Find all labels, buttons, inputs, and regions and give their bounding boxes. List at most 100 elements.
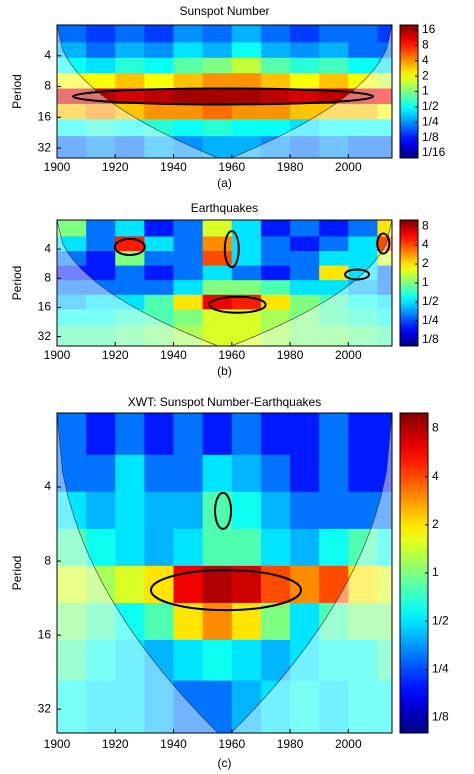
plot-frame [56, 24, 393, 159]
heatmap-cell [57, 680, 87, 733]
heatmap-cell [319, 236, 349, 252]
heatmap-cell [260, 119, 291, 137]
heatmap-cell [86, 103, 116, 120]
heatmap-cell [144, 454, 175, 493]
heatmap-cell [202, 680, 233, 733]
heatmap-cell [173, 280, 204, 296]
heatmap-cell [144, 220, 175, 237]
heatmap-cell [57, 42, 87, 59]
x-tick-label: 2000 [335, 348, 362, 362]
heatmap-cell [231, 413, 262, 456]
heatmap-cell [231, 265, 262, 281]
heatmap-cell [57, 265, 87, 281]
y-tick-label: 4 [44, 241, 51, 255]
heatmap-cell [377, 42, 392, 59]
heatmap-cell [290, 119, 320, 137]
heatmap-cell [377, 325, 392, 346]
heatmap-cell [144, 602, 175, 641]
heatmap-cell [202, 119, 233, 137]
panel-caption: (c) [218, 756, 232, 770]
heatmap-cell [115, 294, 145, 310]
heatmap-cell [173, 73, 204, 90]
heatmap-cell [86, 220, 116, 237]
heatmap-cell [144, 103, 175, 120]
panel-caption: (b) [217, 364, 232, 378]
heatmap-cell [115, 136, 145, 158]
heatmap-cell [144, 251, 175, 267]
heatmap-cell [377, 680, 392, 733]
heatmap-cell [202, 42, 233, 59]
y-tick-label: 8 [44, 270, 51, 284]
heatmap-cell [144, 528, 175, 567]
contour [72, 87, 375, 106]
heatmap-cell [173, 220, 204, 237]
heatmap-cell [115, 491, 145, 530]
colorbar-tick-label: 1/4 [422, 313, 439, 327]
heatmap-cell [231, 491, 262, 530]
heatmap-cell [260, 639, 291, 682]
heatmap-cell [348, 528, 378, 567]
heatmap-cell [202, 602, 233, 641]
heatmap-cell [86, 639, 116, 682]
y-tick-label: 16 [38, 109, 52, 123]
heatmap-cell [319, 309, 349, 326]
heatmap-cell [86, 57, 116, 74]
heatmap-cell [231, 528, 262, 567]
heatmap-cell [377, 57, 392, 74]
heatmap-cell [173, 251, 204, 267]
heatmap-cell [260, 57, 291, 74]
panel-title: XWT: Sunspot Number-Earthquakes [128, 395, 321, 409]
heatmap-cell [57, 73, 87, 90]
heatmap-cell [144, 57, 175, 74]
y-tick-label: 32 [38, 140, 52, 154]
heatmap-cell [57, 103, 87, 120]
heatmap-cell [348, 57, 378, 74]
heatmap-cell [377, 73, 392, 90]
x-tick-label: 1960 [218, 160, 245, 174]
heatmap-cell [86, 42, 116, 59]
heatmap-cell [290, 25, 320, 43]
y-tick-label: 8 [44, 79, 51, 93]
heatmap-cell [202, 57, 233, 74]
heatmap-cell [86, 73, 116, 90]
heatmap-cell [86, 325, 116, 346]
heatmap-cell [319, 251, 349, 267]
heatmap-cell [319, 491, 349, 530]
heatmap-cell [290, 309, 320, 326]
heatmap-cell [173, 528, 204, 567]
heatmap-cell [57, 136, 87, 158]
heatmap-cell [348, 565, 378, 604]
colorbar [399, 412, 429, 734]
heatmap-cell [202, 236, 233, 252]
heatmap-cell [290, 251, 320, 267]
heatmap-cell [144, 88, 175, 105]
heatmap-cell [86, 119, 116, 137]
heatmap-cell [348, 325, 378, 346]
heatmap-cell [202, 280, 233, 296]
heatmap-cell [86, 680, 116, 733]
y-tick-label: 16 [38, 627, 52, 641]
heatmap-cell [348, 42, 378, 59]
heatmap-cell [260, 42, 291, 59]
contour [344, 268, 371, 281]
x-tick-label: 1900 [44, 348, 71, 362]
heatmap-cell [377, 136, 392, 158]
heatmap-cell [57, 602, 87, 641]
heatmap-cell [115, 73, 145, 90]
heatmap-cell [319, 639, 349, 682]
heatmap-cell [290, 454, 320, 493]
heatmap-cell [115, 528, 145, 567]
heatmap-cell [144, 309, 175, 326]
heatmap-cell [173, 236, 204, 252]
heatmap-cell [57, 280, 87, 296]
x-tick-label: 1940 [160, 737, 187, 751]
heatmap-cell [290, 528, 320, 567]
y-tick-label: 16 [38, 300, 52, 314]
heatmap-cell [377, 251, 392, 267]
heatmap-cell [377, 280, 392, 296]
heatmap-cell [173, 103, 204, 120]
colorbar-tick-label: 1/2 [422, 294, 439, 308]
colorbar-tick-label: 1 [432, 565, 439, 579]
x-tick-label: 1900 [44, 737, 71, 751]
